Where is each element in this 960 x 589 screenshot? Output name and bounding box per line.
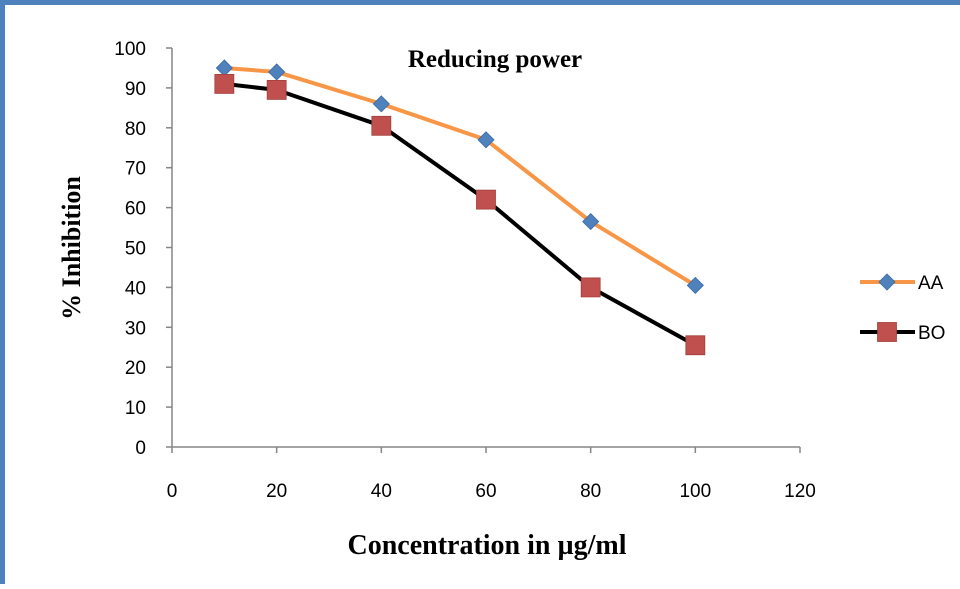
y-tick-label: 90: [125, 79, 146, 100]
y-tick-label: 100: [114, 39, 146, 60]
legend-label: BO: [918, 323, 945, 344]
legend-label: AA: [918, 273, 944, 294]
y-tick-label: 80: [125, 119, 146, 140]
data-point-aa: [215, 59, 233, 77]
data-point-aa: [268, 63, 286, 81]
data-point-bo: [371, 115, 392, 136]
y-tick-label: 40: [125, 278, 146, 299]
data-point-bo: [214, 74, 235, 94]
series-layer: [214, 59, 706, 356]
data-point-bo: [685, 335, 706, 356]
legend-marker: [878, 273, 896, 291]
chart: 0 10 20 30 40 50 60 70 80 90 100 0 20 40 60 80 100 120 R…: [57, 39, 945, 561]
y-tick-label: 0: [135, 438, 146, 459]
axes: 0 10 20 30 40 50 60 70 80 90 100 0 20 40 60 80 100 120: [114, 39, 816, 502]
legend-marker: [877, 322, 897, 342]
data-point-aa: [477, 131, 495, 149]
x-tick-label: 120: [784, 481, 816, 502]
y-tick-label: 50: [125, 239, 146, 260]
y-tick-label: 10: [125, 398, 146, 419]
y-tick-label: 20: [125, 358, 146, 379]
y-tick-label: 70: [125, 159, 146, 180]
x-tick-label: 60: [475, 481, 496, 502]
data-point-bo: [580, 277, 601, 298]
x-ticks: 0 20 40 60 80 100 120: [167, 447, 816, 502]
series-bo: [214, 74, 706, 356]
y-ticks: 0 10 20 30 40 50 60 70 80 90 100: [114, 39, 172, 459]
data-point-aa: [582, 212, 600, 231]
data-point-bo: [266, 79, 287, 100]
series-aa: [215, 59, 704, 294]
chart-title: Reducing power: [408, 46, 582, 73]
data-point-aa: [372, 95, 390, 113]
data-point-aa: [686, 276, 704, 294]
series-line-aa: [224, 65, 697, 288]
legend-item-bo: BO: [860, 322, 945, 344]
y-tick-label: 60: [125, 199, 146, 220]
x-tick-label: 80: [580, 481, 601, 502]
y-tick-label: 30: [125, 318, 146, 339]
data-point-bo: [476, 189, 496, 210]
x-axis-title: Concentration in µg/ml: [347, 530, 626, 561]
legend-item-aa: AA: [860, 273, 944, 294]
x-tick-label: 100: [679, 481, 711, 502]
x-tick-label: 0: [167, 481, 178, 502]
legend: AA BO: [860, 273, 945, 344]
x-tick-label: 20: [266, 481, 287, 502]
y-axis-title: % Inhibition: [57, 176, 86, 320]
x-tick-label: 40: [371, 481, 392, 502]
series-line-bo: [224, 81, 697, 348]
